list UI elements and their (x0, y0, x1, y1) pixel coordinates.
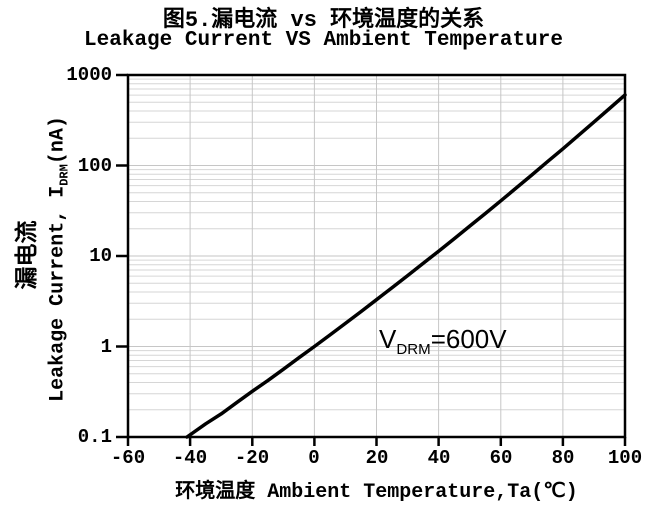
x-tick-label: 20 (365, 447, 389, 469)
x-tick-label: 60 (489, 447, 513, 469)
y-tick-label: 1 (100, 336, 112, 358)
y-tick-label: 1000 (66, 64, 112, 86)
vdrm-annotation-subscript: DRM (396, 341, 431, 359)
x-tick-label: -20 (234, 447, 270, 469)
vdrm-annotation-prefix: V (379, 324, 397, 354)
chart-title-en: Leakage Current VS Ambient Temperature (84, 29, 563, 52)
y-tick-label: 0.1 (77, 426, 112, 448)
plot-area (116, 73, 627, 446)
y-tick-label: 10 (89, 245, 112, 267)
x-tick-label: 40 (427, 447, 451, 469)
x-tick-label: -40 (172, 447, 208, 469)
curve (185, 93, 627, 439)
x-tick-label: -60 (110, 447, 146, 469)
vdrm-annotation-value: =600V (430, 324, 507, 354)
chart-title-zh: 图5.漏电流 vs 环境温度的关系 (162, 8, 485, 33)
x-tick-label: 0 (308, 447, 320, 469)
vdrm-annotation: VDRM=600V (379, 324, 507, 358)
x-axis-label: 环境温度 Ambient Temperature,Ta(℃) (175, 481, 578, 504)
y-tick-label: 100 (77, 155, 112, 177)
x-tick-label: 80 (551, 447, 575, 469)
y-axis-label-text: Leakage Current, I (46, 185, 70, 402)
x-tick-label: 100 (607, 447, 643, 469)
